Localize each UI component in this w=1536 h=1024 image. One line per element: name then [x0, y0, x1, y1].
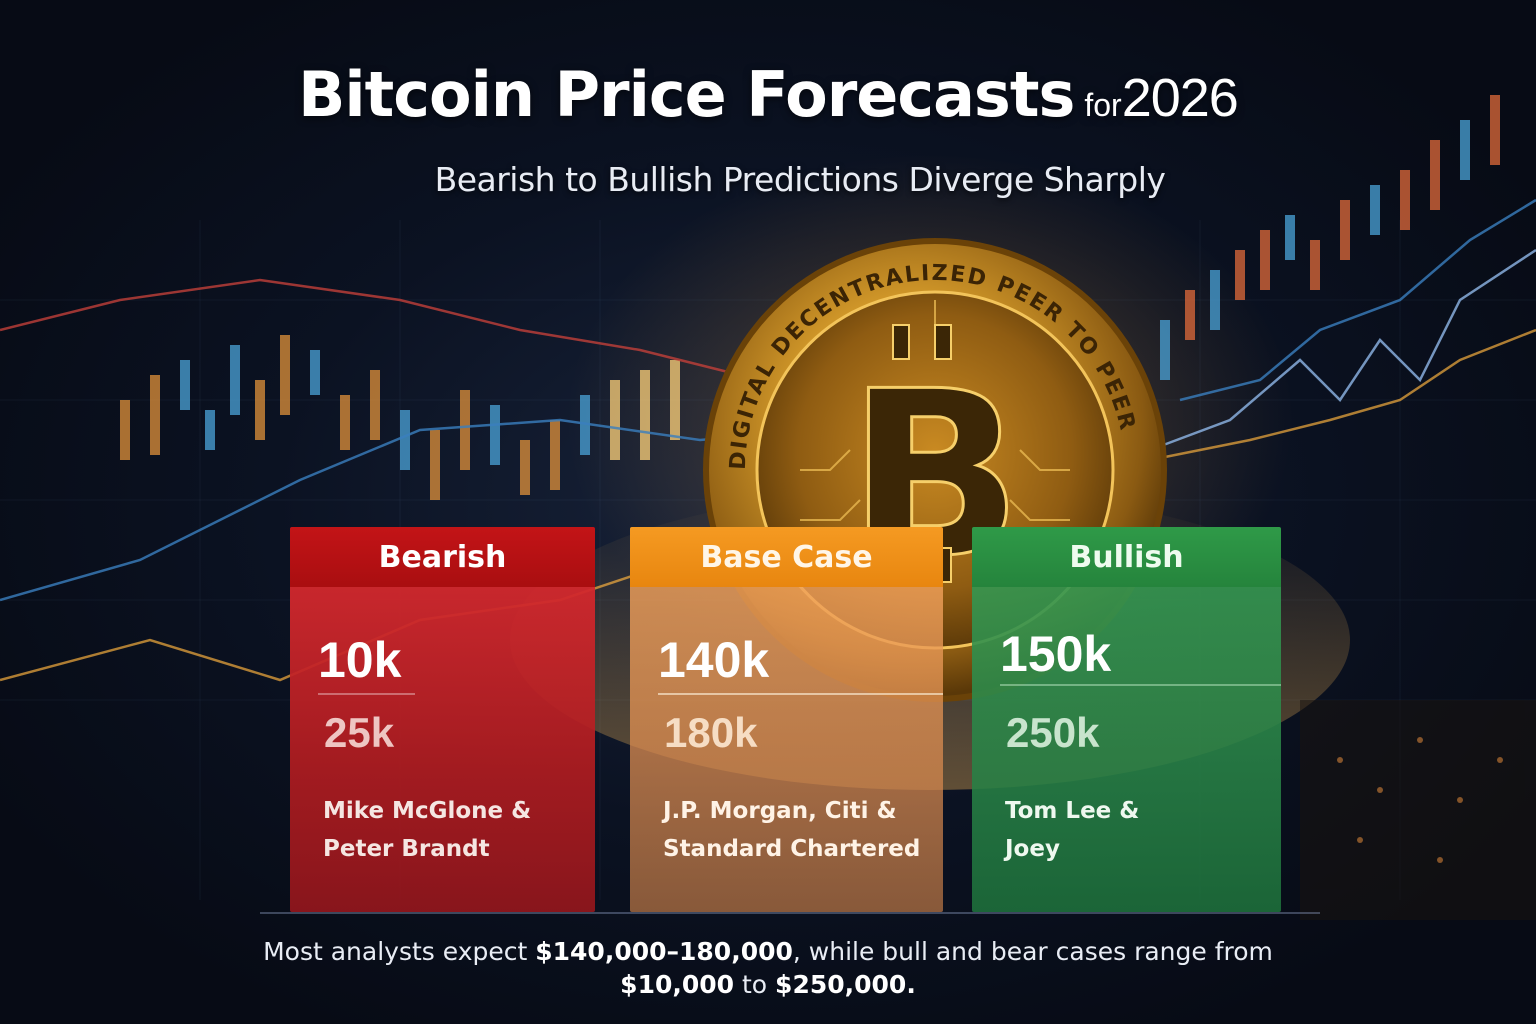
title-for: for — [1084, 87, 1122, 123]
analysts-line-2: Standard Chartered — [663, 836, 921, 862]
card-heading: Bearish — [290, 527, 595, 587]
analysts: Mike McGlone & Peter Brandt — [323, 792, 531, 868]
forecast-low-value: 140k — [658, 632, 770, 688]
footer-high-bound: $250,000 — [775, 970, 907, 999]
analysts-line-2: Peter Brandt — [323, 836, 490, 862]
background-trend-lines — [0, 198, 1536, 682]
value-divider — [1000, 684, 1281, 686]
value-divider — [658, 693, 943, 695]
forecast-card-base-case: Base Case 140k 180k J.P. Morgan, Citi & … — [630, 527, 943, 912]
analysts-line-2: Joey — [1005, 836, 1060, 862]
forecast-high-value: 250k — [1006, 709, 1100, 756]
page-subtitle: Bearish to Bullish Predictions Diverge S… — [434, 160, 1166, 199]
analysts: Tom Lee & Joey — [1005, 792, 1139, 868]
card-heading: Base Case — [630, 527, 943, 587]
forecast-low-value: 10k — [318, 632, 402, 688]
background-candles-right — [1160, 95, 1500, 380]
cards-baseline — [260, 912, 1320, 914]
forecast-card-bullish: Bullish 150k 250k Tom Lee & Joey — [972, 527, 1281, 912]
analysts: J.P. Morgan, Citi & Standard Chartered — [663, 792, 920, 868]
footer-text: to — [734, 970, 776, 999]
forecast-low-value: 150k — [1000, 626, 1112, 682]
footer-line-2: $10,000 to $250,000. — [0, 968, 1536, 1001]
analysts-line-1: Mike McGlone & — [323, 798, 532, 824]
value-divider — [318, 693, 415, 695]
forecast-high-value: 180k — [664, 709, 758, 756]
footer-text: . — [906, 970, 916, 999]
summary-footer: Most analysts expect $140,000–180,000, w… — [0, 935, 1536, 1001]
card-body: 10k 25k Mike McGlone & Peter Brandt — [290, 587, 595, 912]
card-heading: Bullish — [972, 527, 1281, 587]
page-title: Bitcoin Price Forecasts for2026 — [0, 58, 1536, 131]
analysts-line-1: J.P. Morgan, Citi & — [663, 798, 897, 824]
footer-text: , while bull and bear cases range from — [792, 937, 1273, 966]
footer-low-bound: $10,000 — [620, 970, 735, 999]
title-year: 2026 — [1121, 68, 1239, 128]
analysts-line-1: Tom Lee & — [1005, 798, 1140, 824]
forecast-card-bearish: Bearish 10k 25k Mike McGlone & Peter Bra… — [290, 527, 595, 912]
forecast-high-value: 25k — [324, 709, 395, 756]
card-body: 150k 250k Tom Lee & Joey — [972, 587, 1281, 912]
title-main: Bitcoin Price Forecasts — [298, 58, 1075, 131]
footer-text: Most analysts expect — [263, 937, 536, 966]
background-candles-left — [120, 335, 680, 500]
footer-line-1: Most analysts expect $140,000–180,000, w… — [0, 935, 1536, 968]
card-body: 140k 180k J.P. Morgan, Citi & Standard C… — [630, 587, 943, 912]
footer-base-range: $140,000–180,000 — [535, 937, 793, 966]
